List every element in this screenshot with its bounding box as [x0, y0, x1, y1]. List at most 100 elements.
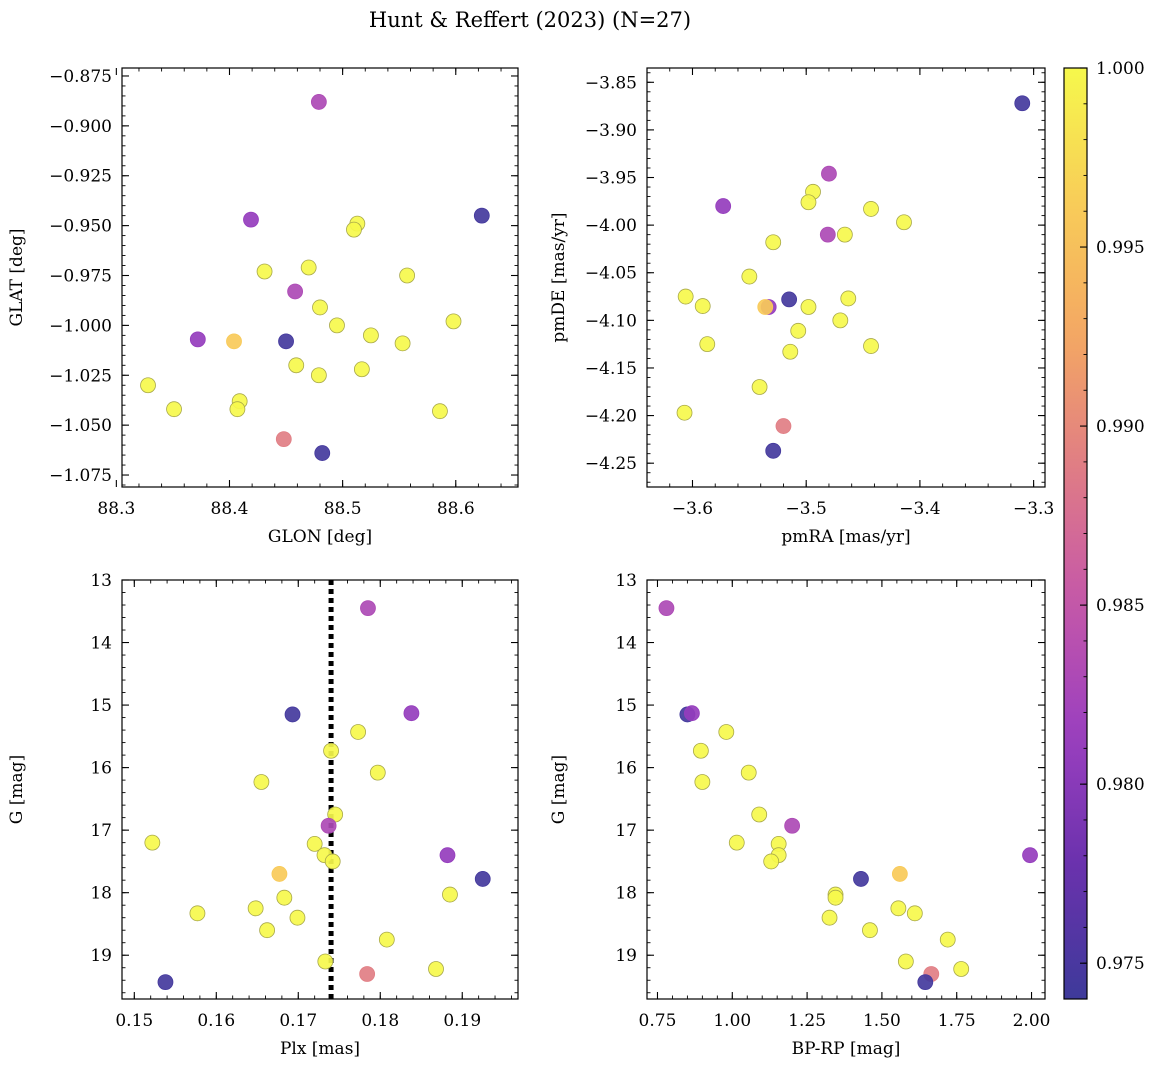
axes-frame [121, 67, 519, 488]
y-tick-label: −4.10 [585, 311, 637, 331]
x-axis-label: BP-RP [mag] [792, 1039, 901, 1059]
data-point [840, 290, 857, 307]
data-point [157, 974, 174, 991]
data-point [890, 900, 907, 917]
x-tick-label: 2.00 [1013, 1011, 1051, 1031]
x-tick-label: −3.5 [786, 499, 827, 519]
panel-2: −3.6 −3.5 −3.4 −3.3 −3.85 −3.90 −3.95 −4.00 −4.0… [549, 67, 1054, 547]
y-tick-label: −0.925 [49, 167, 112, 187]
y-tick-label: 15 [615, 696, 637, 716]
data-point [800, 299, 817, 315]
data-point [715, 198, 732, 214]
data-point [323, 742, 339, 759]
data-point [953, 961, 970, 977]
y-tick-label: −4.25 [585, 454, 637, 474]
data-point [310, 367, 327, 384]
y-axis-label: GLAT [deg] [7, 228, 27, 326]
data-point [658, 600, 675, 617]
data-point [317, 953, 334, 970]
data-point [699, 336, 716, 353]
data-point [346, 221, 362, 238]
data-point [310, 94, 327, 110]
data-point [676, 404, 693, 421]
data-point [314, 445, 331, 461]
data-point [800, 194, 817, 211]
y-tick-label: 18 [615, 884, 637, 904]
axes-frame [646, 579, 1046, 1000]
data-point [836, 226, 853, 243]
data-point [740, 764, 757, 781]
data-point [692, 742, 709, 759]
x-tick-label: 0.16 [197, 1011, 235, 1031]
y-axis-label: G [mag] [549, 755, 569, 824]
x-tick-label: −3.6 [672, 499, 713, 519]
data-point [474, 871, 491, 887]
data-point [275, 431, 292, 448]
colorbar-tick-label: 1.000 [1096, 59, 1145, 79]
data-point [897, 953, 914, 970]
y-tick-label: −3.95 [585, 169, 637, 189]
x-tick-label: 1.00 [713, 1011, 751, 1031]
data-point [775, 418, 792, 434]
data-point [939, 931, 956, 948]
y-tick-label: 16 [615, 759, 637, 779]
x-tick-label: 88.5 [324, 499, 362, 519]
data-point [226, 333, 242, 350]
data-point [1022, 847, 1038, 864]
panel-1: 88.3 88.4 88.5 88.6 −0.875 −0.900 −0.925 −0.950… [7, 67, 519, 547]
axes-frame [646, 67, 1046, 488]
data-point [1014, 95, 1031, 112]
data-point [442, 886, 458, 903]
data-point [473, 207, 490, 224]
data-point [140, 377, 156, 394]
data-point [271, 866, 288, 882]
data-point [229, 401, 246, 418]
colorbar-tick-label: 0.995 [1096, 238, 1145, 258]
y-tick-label: −0.975 [49, 267, 112, 287]
data-point [891, 866, 908, 882]
panel-4: 0.75 1.00 1.25 1.50 1.75 2.00 13 14 15 16 17 18 19 BP… [549, 571, 1050, 1059]
x-axis-label: Plx [mas] [280, 1039, 360, 1059]
data-point [324, 853, 341, 870]
y-tick-label: 17 [90, 821, 112, 841]
y-tick-label: 15 [90, 696, 112, 716]
data-point [300, 259, 317, 276]
y-tick-label: 13 [90, 571, 112, 591]
data-point [751, 806, 768, 823]
data-point [256, 263, 273, 280]
colorbar-tick-label: 0.975 [1096, 954, 1145, 974]
x-tick-label: 1.50 [863, 1011, 901, 1031]
y-tick-label: −3.90 [585, 121, 637, 141]
y-tick-label: 18 [90, 884, 112, 904]
data-point [763, 853, 780, 870]
y-tick-label: −4.15 [585, 359, 637, 379]
data-point [428, 961, 444, 977]
y-tick-label: 13 [615, 571, 637, 591]
data-point [718, 724, 735, 740]
data-point [853, 871, 869, 887]
data-point [728, 834, 745, 851]
data-point [832, 312, 849, 329]
data-point [694, 774, 711, 790]
data-point [677, 288, 694, 305]
data-point [353, 361, 370, 378]
y-tick-label: −3.85 [585, 73, 637, 93]
data-point [253, 774, 270, 790]
y-tick-label: 19 [90, 946, 112, 966]
data-point [320, 817, 337, 834]
data-point [741, 268, 758, 285]
y-tick-label: 19 [615, 946, 637, 966]
data-point [757, 299, 774, 315]
y-tick-label: −4.20 [585, 407, 637, 427]
x-tick-label: 88.3 [97, 499, 135, 519]
data-point [189, 331, 206, 348]
x-tick-label: 88.4 [211, 499, 249, 519]
data-point [247, 900, 264, 917]
x-tick-label: −3.4 [899, 499, 940, 519]
x-tick-label: 1.25 [788, 1011, 826, 1031]
data-point [403, 705, 420, 722]
y-tick-label: −1.000 [49, 316, 112, 336]
data-point [765, 234, 782, 251]
y-tick-label: 16 [90, 759, 112, 779]
data-point [284, 706, 301, 723]
